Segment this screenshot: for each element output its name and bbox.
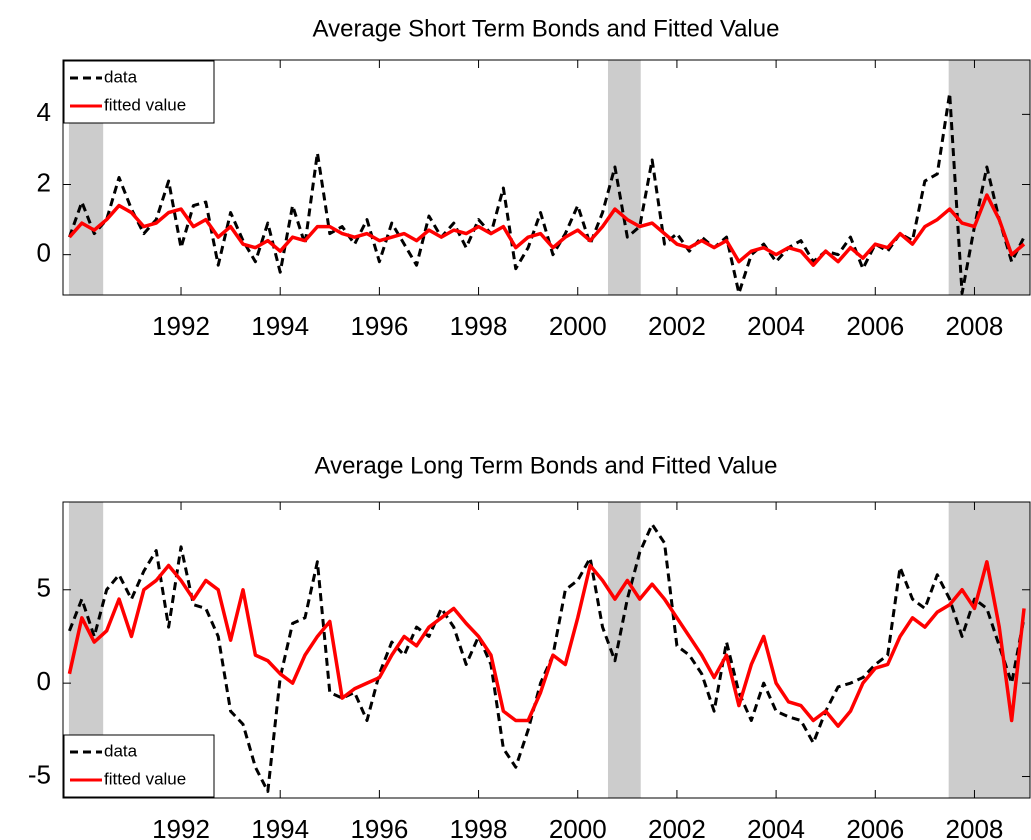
series-line bbox=[68, 91, 1026, 295]
x-tick-label: 1994 bbox=[251, 814, 309, 840]
y-tick-label: 2 bbox=[37, 167, 51, 197]
x-tick-label: 2004 bbox=[747, 814, 805, 840]
legend-label: fitted value bbox=[104, 769, 186, 788]
y-tick-label: 0 bbox=[37, 238, 51, 268]
x-tick-label: 1996 bbox=[350, 311, 408, 341]
legend-label: data bbox=[104, 67, 138, 86]
legend-label: data bbox=[104, 741, 138, 760]
x-tick-label: 2006 bbox=[846, 311, 904, 341]
x-tick-label: 1996 bbox=[350, 814, 408, 840]
y-tick-label: -5 bbox=[28, 759, 51, 789]
x-tick-label: 2008 bbox=[946, 311, 1004, 341]
y-tick-label: 5 bbox=[37, 573, 51, 603]
legend-label: fitted value bbox=[104, 95, 186, 114]
x-tick-label: 1998 bbox=[450, 311, 508, 341]
series-line bbox=[67, 560, 1026, 728]
x-tick-label: 2002 bbox=[648, 311, 706, 341]
y-tick-label: 4 bbox=[37, 97, 51, 127]
y-tick-label: 0 bbox=[37, 666, 51, 696]
x-tick-label: 1998 bbox=[450, 814, 508, 840]
x-tick-label: 1992 bbox=[152, 814, 210, 840]
x-tick-label: 2008 bbox=[946, 814, 1004, 840]
x-tick-label: 2002 bbox=[648, 814, 706, 840]
recession-shade bbox=[948, 60, 1030, 295]
chart-title: Average Short Term Bonds and Fitted Valu… bbox=[313, 15, 780, 42]
x-tick-label: 1994 bbox=[251, 311, 309, 341]
x-tick-label: 2000 bbox=[549, 814, 607, 840]
x-tick-label: 2004 bbox=[747, 311, 805, 341]
legend-box bbox=[63, 734, 215, 798]
axes-box bbox=[62, 501, 1031, 799]
x-tick-label: 1992 bbox=[152, 311, 210, 341]
x-tick-label: 2006 bbox=[846, 814, 904, 840]
chart-title: Average Long Term Bonds and Fitted Value bbox=[315, 452, 778, 479]
recession-shade bbox=[607, 502, 641, 798]
series-line bbox=[68, 193, 1026, 267]
legend-box bbox=[63, 60, 215, 124]
axes-box bbox=[62, 59, 1031, 296]
x-tick-label: 2000 bbox=[549, 311, 607, 341]
